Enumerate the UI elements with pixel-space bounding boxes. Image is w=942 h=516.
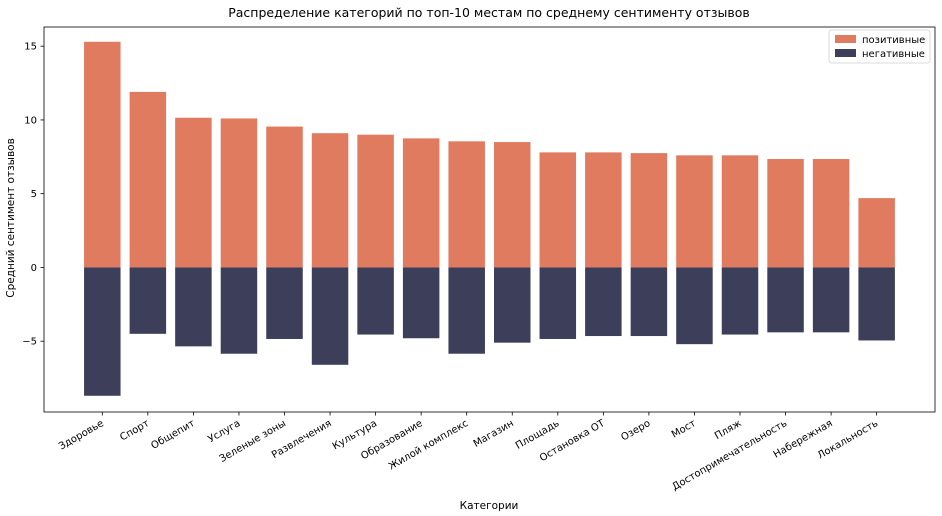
bar-negative-4	[266, 267, 303, 339]
bars-layer	[84, 41, 895, 396]
bar-positive-2	[175, 117, 212, 268]
y-axis-ticks: −5 0 5 10 15	[22, 42, 44, 348]
bar-negative-12	[630, 267, 668, 337]
y-tick-label: 15	[24, 42, 37, 53]
legend-label: позитивные	[862, 35, 925, 46]
bar-positive-14	[721, 155, 759, 268]
bar-negative-10	[539, 267, 577, 339]
x-tick-label: Общепит	[149, 418, 197, 452]
bar-positive-9	[494, 142, 531, 268]
bar-negative-6	[357, 267, 394, 335]
x-tick-label: Услуга	[206, 418, 242, 445]
bar-negative-17	[858, 267, 895, 341]
bar-positive-1	[129, 91, 167, 268]
y-tick-label: 0	[31, 263, 37, 274]
bar-negative-11	[585, 267, 622, 337]
bar-positive-17	[858, 198, 895, 268]
bar-negative-15	[767, 267, 804, 333]
x-tick-label: Здоровье	[57, 418, 106, 452]
y-axis-label: Средний сентимент отзывов	[5, 138, 17, 298]
bar-negative-1	[129, 267, 167, 334]
bar-negative-7	[402, 267, 440, 339]
bar-positive-5	[311, 133, 349, 268]
bar-negative-3	[220, 267, 258, 354]
bar-positive-15	[767, 159, 804, 268]
chart-title: Распределение категорий по топ-10 местам…	[228, 5, 750, 20]
x-tick-label: Спорт	[118, 418, 151, 444]
plot-frame	[43, 26, 936, 413]
legend-swatch	[835, 49, 856, 57]
bar-positive-16	[812, 159, 850, 268]
bar-positive-8	[448, 141, 485, 268]
bar-positive-13	[676, 155, 713, 268]
x-tick-label: Жилой комплекс	[387, 418, 470, 472]
bar-positive-4	[266, 126, 303, 268]
bar-negative-14	[721, 267, 759, 335]
bar-positive-12	[630, 153, 668, 268]
bar-positive-3	[220, 118, 258, 268]
x-tick-label: Магазин	[472, 418, 516, 450]
y-tick-label: 10	[24, 115, 37, 126]
legend-label: негативные	[862, 49, 925, 60]
bar-positive-7	[402, 138, 440, 268]
bar-negative-9	[494, 267, 531, 343]
bar-positive-0	[84, 41, 121, 268]
x-tick-label: Пляж	[713, 418, 744, 442]
x-axis-label: Категории	[460, 500, 519, 512]
bar-positive-11	[585, 152, 622, 268]
y-tick-label: 5	[31, 189, 37, 200]
bar-positive-10	[539, 152, 577, 268]
bar-negative-13	[676, 267, 713, 345]
bar-negative-16	[812, 267, 850, 333]
legend-swatch	[835, 35, 856, 43]
bar-positive-6	[357, 134, 394, 268]
bar-negative-8	[448, 267, 485, 354]
x-tick-label: Мост	[670, 418, 698, 441]
legend: позитивные негативные	[828, 29, 931, 64]
bar-negative-2	[175, 267, 212, 347]
bar-negative-5	[311, 267, 349, 365]
bar-negative-0	[84, 267, 121, 396]
y-tick-label: −5	[22, 337, 37, 348]
x-tick-label: Озеро	[619, 418, 652, 443]
